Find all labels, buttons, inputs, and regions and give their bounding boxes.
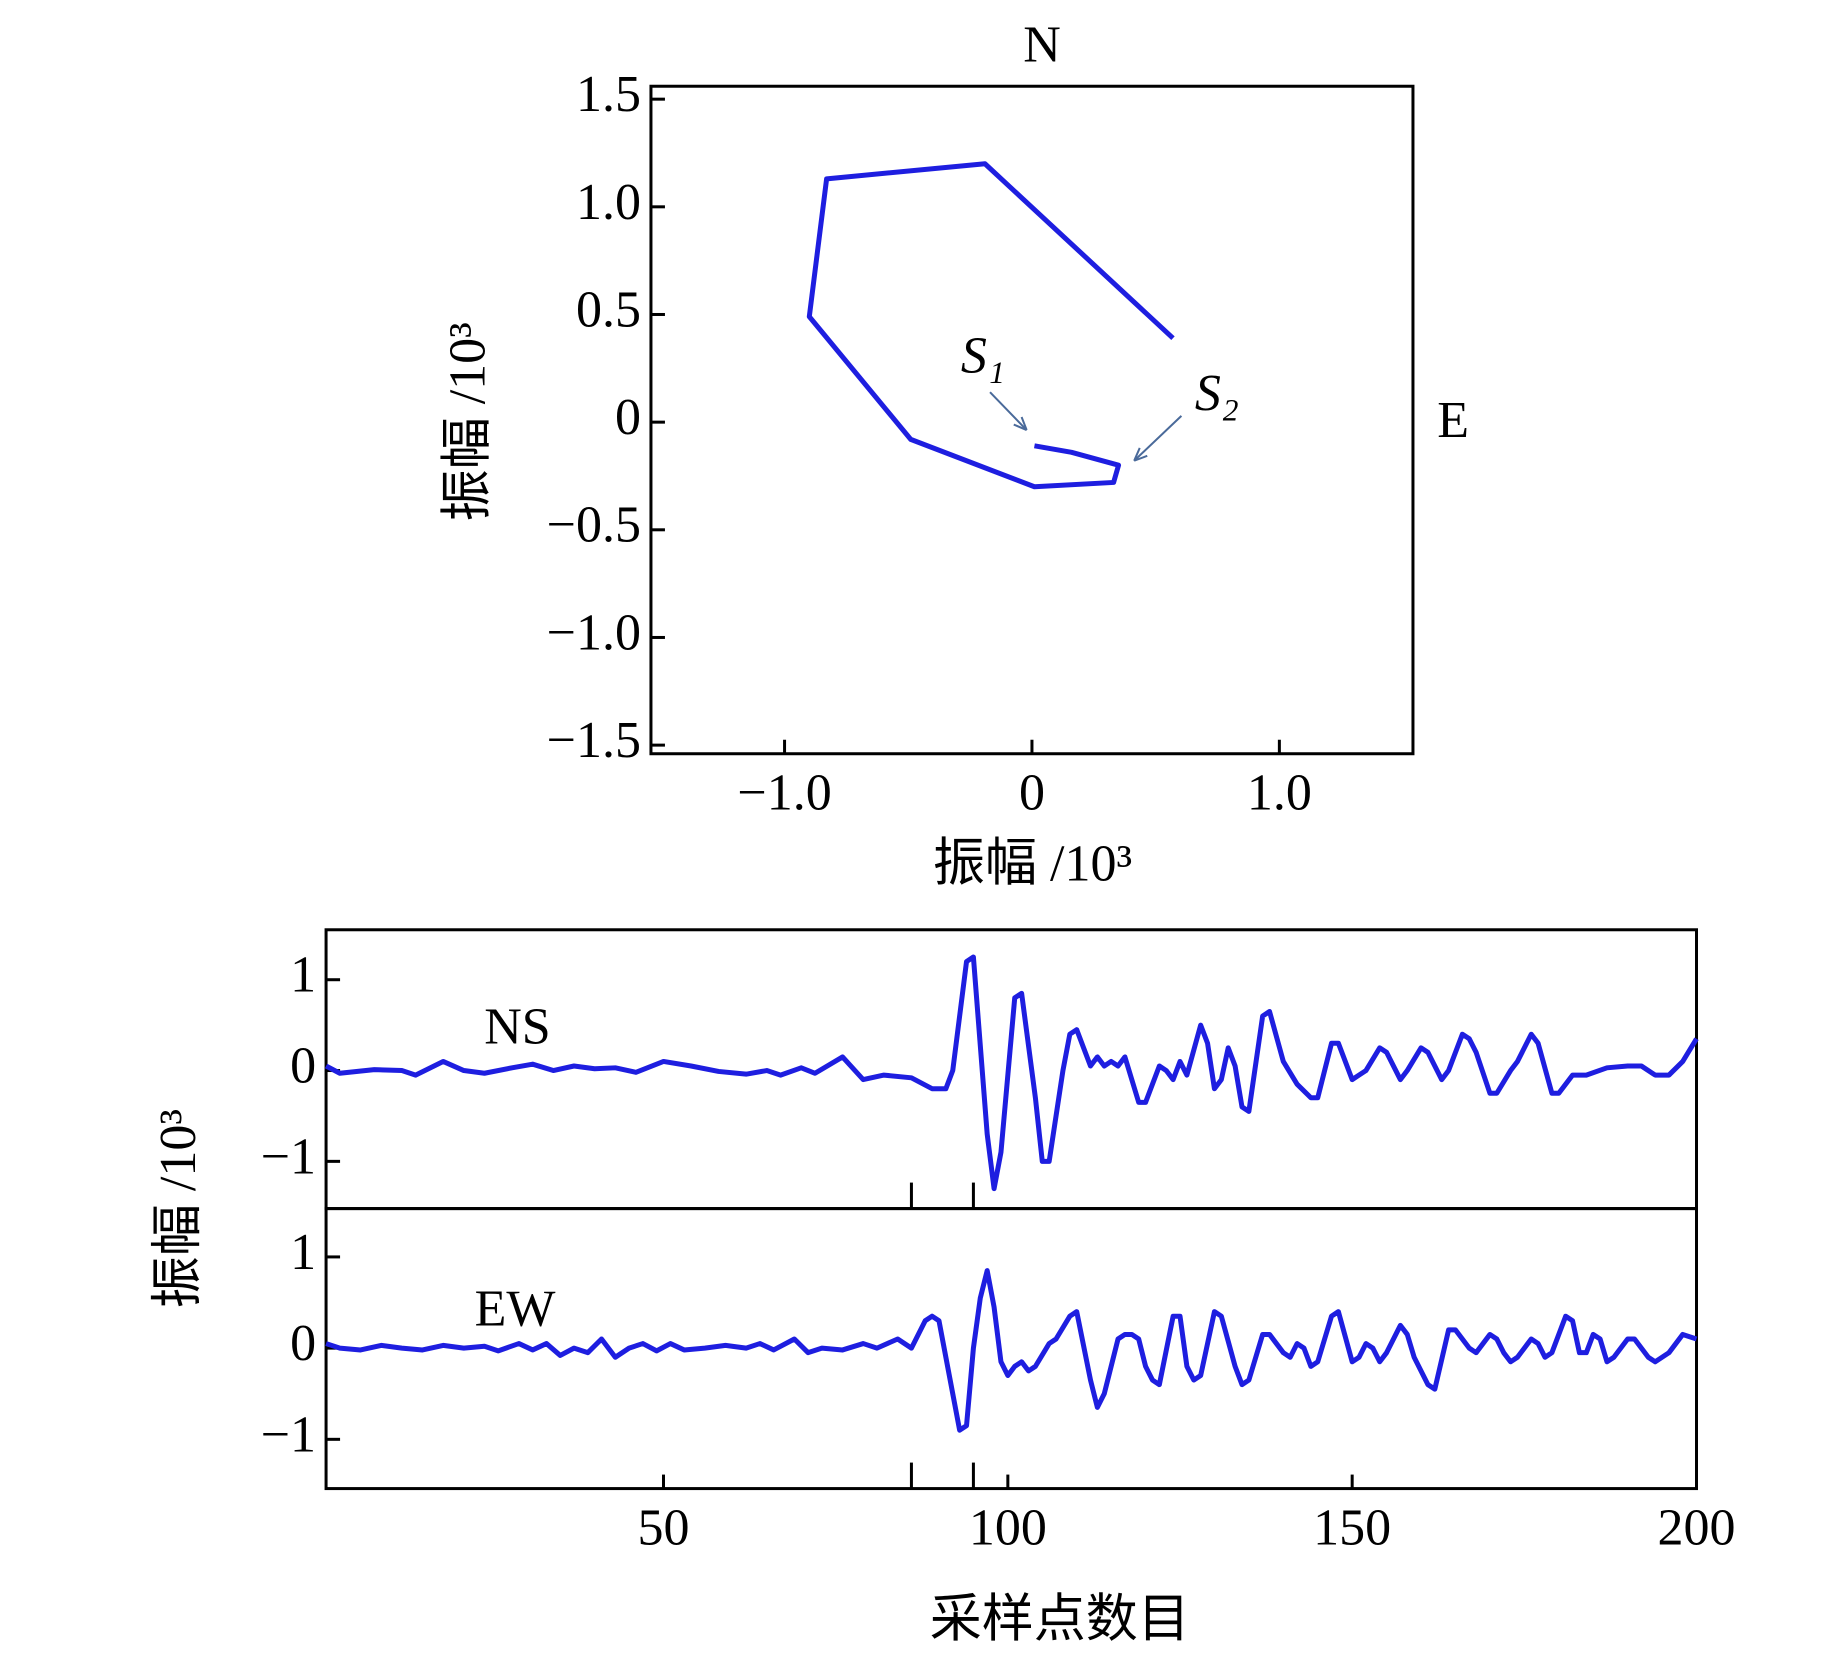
y-tick-label: 1 [290, 947, 316, 1004]
y-tick-label: 0 [290, 1315, 316, 1372]
y-tick-label: 1.5 [576, 66, 641, 123]
data-line [324, 954, 1699, 1192]
y-axis-label: 振幅 /10³ [150, 1109, 207, 1308]
plot-frame [649, 84, 1415, 756]
y-tick-label: 1 [290, 1224, 316, 1281]
x-tick-label: 0 [1019, 765, 1045, 822]
series-label: NS [484, 998, 550, 1055]
x-axis-label: 采样点数目 [930, 1591, 1190, 1648]
annotation-arrow [989, 391, 1028, 431]
x-tick-label: 200 [1658, 1500, 1736, 1557]
y-tick-label: −0.5 [547, 497, 641, 554]
arrow-head [1013, 416, 1028, 431]
y-tick-label: 0 [290, 1037, 316, 1094]
annotation: N [1023, 17, 1061, 74]
annotation: E [1437, 392, 1469, 449]
x-tick-label: 50 [638, 1500, 690, 1557]
y-tick-label: 1.0 [576, 174, 641, 231]
annotation: S₂ [1195, 365, 1239, 422]
y-tick-label: 0.5 [576, 281, 641, 338]
x-tick-label: 1.0 [1247, 765, 1312, 822]
series-label: EW [475, 1281, 556, 1338]
x-tick-label: 150 [1313, 1500, 1391, 1557]
y-tick-label: −1.0 [547, 604, 641, 661]
y-tick-label: 0 [615, 389, 641, 446]
x-tick-label: 100 [969, 1500, 1047, 1557]
data-line [325, 1268, 1698, 1433]
y-tick-label: −1.5 [547, 712, 641, 769]
x-tick-label: −1.0 [737, 765, 831, 822]
arrow-head [1133, 447, 1148, 462]
y-tick-label: −1 [261, 1128, 316, 1185]
y-axis-label: 振幅 /10³ [440, 322, 497, 521]
plot-frame [324, 928, 1699, 1211]
x-axis-label: 振幅 /10³ [933, 835, 1132, 892]
data-line [806, 161, 1175, 490]
annotation: S₁ [961, 327, 1005, 384]
annotation-arrow [1133, 415, 1183, 462]
y-tick-label: −1 [261, 1406, 316, 1463]
